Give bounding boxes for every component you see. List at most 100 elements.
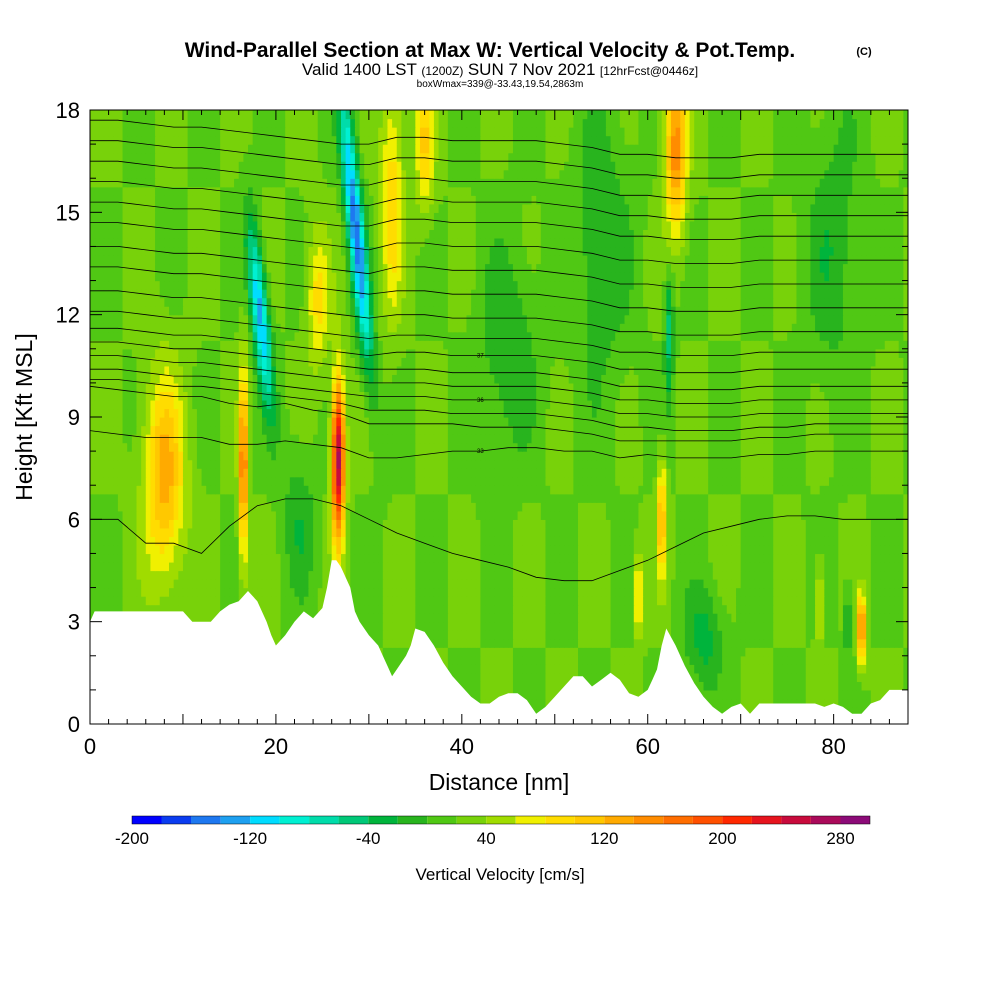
w-cell xyxy=(782,527,788,537)
w-cell xyxy=(801,493,807,503)
w-cell xyxy=(99,493,105,503)
w-cell xyxy=(842,544,849,555)
w-cell xyxy=(838,510,844,520)
w-cell xyxy=(629,681,635,691)
w-cell xyxy=(740,570,746,580)
w-cell xyxy=(870,655,877,665)
w-cell xyxy=(457,510,463,520)
w-cell xyxy=(796,621,802,631)
w-cell xyxy=(327,561,333,572)
w-cell xyxy=(582,672,588,682)
w-cell xyxy=(401,570,407,580)
w-cell xyxy=(884,681,891,691)
w-cell xyxy=(842,502,849,512)
w-cell xyxy=(378,587,384,597)
w-cell xyxy=(633,664,640,674)
w-cell xyxy=(773,647,779,657)
w-cell xyxy=(322,570,328,580)
w-cell xyxy=(847,604,853,614)
w-cell xyxy=(182,596,189,606)
w-cell xyxy=(838,485,844,495)
w-cell xyxy=(680,621,686,631)
w-cell xyxy=(503,485,509,495)
w-cell xyxy=(113,596,119,606)
w-cell xyxy=(201,493,207,503)
w-cell xyxy=(717,689,723,700)
w-cell xyxy=(545,502,551,512)
w-cell xyxy=(438,536,444,546)
w-cell xyxy=(234,527,240,537)
w-cell xyxy=(731,664,737,674)
w-cell xyxy=(252,579,258,589)
w-cell xyxy=(801,527,807,537)
w-cell xyxy=(787,536,793,546)
w-cell xyxy=(666,510,672,520)
w-cell xyxy=(131,476,138,486)
w-cell xyxy=(726,502,732,512)
w-cell xyxy=(526,527,533,537)
w-cell xyxy=(396,587,402,597)
w-cell xyxy=(754,485,760,495)
w-cell xyxy=(554,519,561,529)
w-cell xyxy=(540,493,547,503)
w-cell xyxy=(810,655,816,665)
w-cell xyxy=(512,613,519,623)
w-cell xyxy=(526,698,533,708)
w-cell xyxy=(670,536,677,546)
w-cell xyxy=(271,587,277,597)
w-cell xyxy=(457,485,463,495)
w-cell xyxy=(522,544,528,555)
w-cell xyxy=(169,510,175,520)
w-cell xyxy=(861,613,867,623)
w-cell xyxy=(726,579,732,589)
w-cell xyxy=(717,681,723,691)
w-cell xyxy=(220,485,226,495)
w-cell xyxy=(94,485,100,495)
w-cell xyxy=(833,544,839,555)
w-cell xyxy=(736,553,742,563)
w-cell xyxy=(461,519,468,529)
w-cell xyxy=(828,493,835,503)
w-cell xyxy=(731,613,737,623)
w-cell xyxy=(894,579,900,589)
w-cell xyxy=(238,587,244,597)
w-cell xyxy=(266,579,272,589)
w-cell xyxy=(90,570,96,580)
w-cell xyxy=(559,502,565,512)
w-cell xyxy=(712,647,719,657)
w-cell xyxy=(861,493,867,503)
w-cell xyxy=(870,519,877,529)
w-cell xyxy=(150,553,156,563)
w-cell xyxy=(591,510,598,520)
w-cell xyxy=(740,561,746,572)
w-cell xyxy=(898,664,904,674)
w-cell xyxy=(392,596,398,606)
w-cell xyxy=(712,613,719,623)
w-cell xyxy=(294,485,300,495)
w-cell xyxy=(842,672,849,682)
w-cell xyxy=(410,570,416,580)
w-cell xyxy=(582,579,588,589)
w-cell xyxy=(870,510,877,520)
w-cell xyxy=(684,510,691,520)
w-cell xyxy=(155,536,161,546)
w-cell xyxy=(550,681,556,691)
w-cell xyxy=(870,536,877,546)
w-cell xyxy=(796,596,802,606)
w-cell xyxy=(489,493,495,503)
w-cell xyxy=(796,561,802,572)
w-cell xyxy=(689,638,695,648)
w-cell xyxy=(252,587,258,597)
w-cell xyxy=(512,647,519,657)
w-cell xyxy=(308,596,314,606)
w-cell xyxy=(499,519,505,529)
w-cell xyxy=(201,502,207,512)
w-cell xyxy=(596,553,602,563)
w-cell xyxy=(852,587,858,597)
w-cell xyxy=(522,570,528,580)
w-cell xyxy=(801,519,807,529)
w-cell xyxy=(494,553,500,563)
w-cell xyxy=(726,638,732,648)
w-cell xyxy=(703,570,709,580)
w-cell xyxy=(182,476,189,486)
